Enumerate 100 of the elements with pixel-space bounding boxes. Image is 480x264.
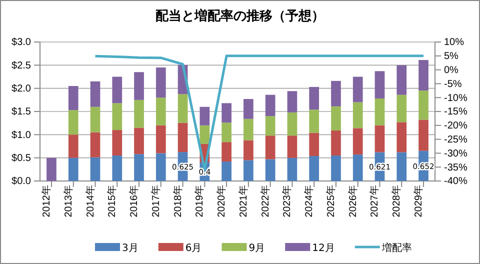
bar <box>200 125 210 144</box>
y2-tick-label: -20% <box>444 120 468 132</box>
legend-label: 3月 <box>122 243 138 254</box>
x-tick-label: 2018年 <box>172 185 184 218</box>
x-tick-label: 2020年 <box>216 185 228 218</box>
bar <box>374 71 385 98</box>
x-tick-label: 2014年 <box>84 185 96 218</box>
bar <box>309 132 320 156</box>
bar <box>112 130 122 156</box>
bar <box>178 94 188 123</box>
y-tick-label: $0.5 <box>12 153 32 164</box>
x-tick-label: 2017年 <box>150 185 162 218</box>
bar <box>309 156 320 181</box>
x-tick-label: 2021年 <box>237 185 250 218</box>
bar <box>396 122 407 152</box>
bar <box>331 80 341 106</box>
bar <box>156 125 166 154</box>
bar <box>222 162 232 181</box>
bar <box>331 156 341 181</box>
bar <box>68 134 78 158</box>
bar <box>222 142 232 162</box>
bar <box>156 153 166 181</box>
bar <box>309 86 320 110</box>
y-tick-label: $1.5 <box>12 106 32 118</box>
bar <box>352 128 363 155</box>
y-tick-label: $1.0 <box>12 130 32 141</box>
bar <box>265 159 276 181</box>
bar <box>287 158 298 181</box>
bar <box>134 154 144 181</box>
bar <box>46 158 56 181</box>
bar <box>287 91 298 112</box>
bar <box>156 67 166 98</box>
bar <box>222 103 232 123</box>
bar <box>331 106 341 130</box>
bar <box>68 158 78 181</box>
x-tick-label: 2025年 <box>324 185 337 218</box>
bar <box>352 102 363 128</box>
bar <box>112 76 122 104</box>
bar <box>331 130 341 156</box>
y2-tick-label: 5% <box>444 51 459 62</box>
bar <box>265 136 276 160</box>
y2-tick-label: -5% <box>444 78 462 90</box>
y2-tick-label: -15% <box>444 106 468 118</box>
bar <box>112 156 122 181</box>
bar <box>265 116 276 136</box>
x-tick-label: 2028年 <box>390 185 403 218</box>
bar <box>156 98 166 126</box>
y2-tick-label: -25% <box>444 134 468 146</box>
bar <box>374 125 385 152</box>
x-tick-label: 2026年 <box>346 185 359 218</box>
y-tick-label: $2.5 <box>12 60 32 72</box>
bar <box>352 76 363 102</box>
bar <box>112 103 122 130</box>
bar <box>265 94 276 116</box>
x-tick-label: 2029年 <box>412 185 425 218</box>
bar <box>396 152 407 181</box>
legend-label: 増配率 <box>380 242 412 254</box>
x-tick-label: 2027年 <box>368 185 381 218</box>
bar <box>418 60 428 91</box>
bar <box>287 112 298 136</box>
y2-tick-label: -40% <box>444 176 468 188</box>
bar <box>90 132 100 158</box>
bar <box>287 136 298 158</box>
x-tick-label: 2019年 <box>194 185 206 218</box>
y-tick-label: $3.0 <box>12 37 32 48</box>
bar <box>222 122 232 142</box>
legend-label: 12月 <box>312 243 335 254</box>
bar <box>134 128 144 154</box>
legend-label: 9月 <box>248 243 266 254</box>
bar <box>68 110 78 135</box>
y2-tick-label: 0% <box>444 65 459 76</box>
legend-label: 6月 <box>185 243 202 254</box>
bar <box>374 98 385 126</box>
x-tick-label: 2012年 <box>40 185 52 218</box>
bar <box>396 94 407 122</box>
bar <box>90 81 100 107</box>
bar <box>90 157 100 181</box>
bar <box>200 106 210 126</box>
bar <box>178 122 188 152</box>
y2-tick-label: -10% <box>444 92 468 104</box>
bar <box>90 106 100 132</box>
x-tick-label: 2015年 <box>106 185 118 218</box>
bar <box>244 160 254 181</box>
bar <box>244 140 254 160</box>
x-tick-label: 2016年 <box>128 185 140 218</box>
bar <box>244 118 254 140</box>
bar <box>418 90 428 120</box>
bar <box>134 72 144 100</box>
bar <box>396 65 407 95</box>
bar <box>68 86 78 110</box>
bar <box>309 110 320 133</box>
y2-tick-label: -35% <box>444 162 468 174</box>
x-tick-label: 2022年 <box>259 185 272 218</box>
chart-title: 配当と増配率の推移（予想） <box>156 8 324 24</box>
x-tick-label: 2023年 <box>281 185 294 218</box>
y-tick-label: $2.0 <box>12 84 32 95</box>
y-tick-label: $0.0 <box>12 176 32 188</box>
bar <box>418 120 428 151</box>
y2-tick-label: -30% <box>444 148 468 160</box>
bar <box>134 100 144 128</box>
